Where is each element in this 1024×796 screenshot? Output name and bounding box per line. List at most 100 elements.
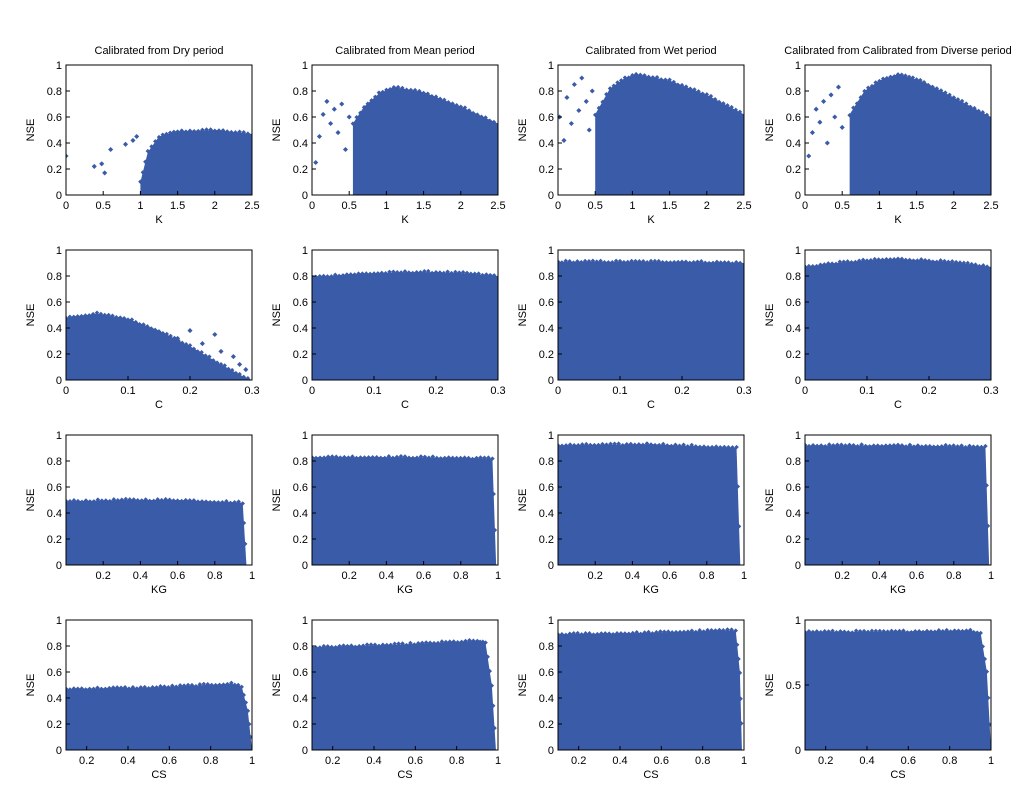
scatter-point — [943, 442, 948, 448]
scatter-point — [637, 259, 642, 264]
y-tick-label: 0.6 — [539, 112, 554, 124]
scatter-point — [675, 259, 681, 265]
scatter-point — [617, 258, 623, 264]
scatter-point — [392, 641, 397, 647]
scatter-point — [571, 630, 577, 636]
scatter-point — [430, 454, 436, 459]
scatter-point — [328, 120, 334, 127]
y-tick-label: 0.4 — [539, 508, 554, 520]
scatter-point — [722, 444, 727, 450]
y-tick-label: 0 — [302, 745, 308, 757]
scatter-point — [382, 455, 388, 461]
scatter-point — [947, 443, 952, 449]
scatter-point — [391, 269, 396, 275]
y-tick-label: 0.2 — [293, 719, 308, 731]
x-tick-label: 0.4 — [133, 570, 148, 582]
scatter-point — [346, 114, 352, 120]
axes-frame — [804, 249, 992, 381]
point-cloud — [558, 444, 741, 565]
scatter-point — [370, 454, 375, 460]
scatter-point — [172, 335, 177, 341]
scatter-point — [733, 259, 739, 265]
scatter-series — [805, 627, 991, 750]
scatter-point — [832, 114, 838, 120]
scatter-point — [75, 498, 81, 504]
scatter-point — [325, 644, 331, 649]
scatter-point — [365, 101, 371, 106]
scatter-point — [971, 629, 977, 635]
scatter-point — [734, 444, 739, 450]
scatter-point — [814, 443, 820, 449]
scatter-point — [915, 443, 921, 448]
scatter-point — [394, 269, 400, 275]
x-tick-label: 0 — [63, 200, 69, 212]
scatter-point — [491, 491, 496, 497]
scatter-point — [915, 258, 920, 263]
subplot-title: Calibrated from Mean period — [335, 45, 474, 57]
scatter-point — [705, 627, 710, 633]
scatter-series — [806, 72, 991, 195]
y-tick-label: 0.6 — [47, 297, 62, 309]
scatter-point — [918, 257, 924, 262]
scatter-point — [722, 260, 727, 265]
scatter-point — [344, 272, 350, 277]
y-tick-label: 1 — [548, 60, 554, 72]
scatter-point — [325, 274, 330, 279]
scatter-point — [458, 104, 464, 110]
scatter-point — [419, 640, 425, 646]
x-tick-label: 0 — [309, 200, 315, 212]
x-tick-label: 1 — [249, 570, 255, 582]
scatter-point — [125, 317, 131, 322]
x-tick-label: 0.3 — [244, 385, 259, 397]
y-tick-label: 0 — [56, 560, 62, 572]
scatter-point — [183, 342, 189, 347]
scatter-series — [558, 441, 742, 565]
x-tick-label: 1 — [629, 200, 635, 212]
y-tick-label: 1 — [302, 245, 308, 257]
scatter-point — [111, 497, 117, 502]
scatter-point — [567, 258, 572, 264]
scatter-point — [828, 92, 834, 98]
scatter-point — [961, 260, 967, 266]
scatter-point — [693, 444, 699, 449]
y-tick-label: 1 — [548, 245, 554, 257]
subplot-1-1: Calibrated from Dry period 0 0.2 0.4 0.6 0.8 1… — [25, 45, 260, 226]
scatter-point — [967, 443, 972, 449]
scatter-point — [398, 270, 404, 275]
subplot-4-1: 0 0.2 0.4 0.6 0.8 1 0.2 0.4 0.6 0.8 1 CS NSE — [25, 615, 255, 781]
axes-frame — [311, 249, 499, 381]
scatter-point — [372, 94, 378, 100]
y-tick-label: 0.8 — [47, 271, 62, 283]
scatter-point — [416, 641, 421, 646]
y-tick-label: 0.4 — [293, 138, 308, 150]
x-tick-label: 0.6 — [416, 570, 431, 582]
x-axis-label: K — [155, 214, 163, 226]
x-tick-label: 0 — [802, 200, 808, 212]
axes-frame — [557, 64, 745, 196]
scatter-point — [602, 631, 608, 636]
y-tick-label: 0 — [548, 375, 554, 387]
point-cloud — [805, 259, 991, 380]
x-axis-label: KG — [643, 584, 659, 596]
y-tick-label: 0.6 — [293, 482, 308, 494]
scatter-point — [218, 348, 224, 354]
scatter-point — [108, 146, 114, 153]
scatter-point — [920, 629, 926, 635]
scatter-point — [477, 639, 483, 645]
scatter-series — [66, 680, 252, 750]
scatter-point — [598, 258, 603, 264]
y-tick-label: 0 — [795, 190, 801, 202]
scatter-point — [697, 444, 703, 450]
scatter-point — [922, 257, 928, 263]
y-tick-label: 1 — [302, 615, 308, 627]
scatter-point — [594, 259, 600, 264]
scatter-point — [953, 259, 959, 265]
scatter-point — [691, 260, 696, 265]
scatter-point — [369, 98, 374, 103]
x-tick-label: 0.8 — [203, 755, 218, 767]
scatter-point — [831, 443, 836, 448]
scatter-point — [685, 444, 690, 449]
scatter-point — [485, 654, 490, 660]
y-tick-label: 1 — [56, 615, 62, 627]
y-tick-label: 0.8 — [293, 271, 308, 283]
